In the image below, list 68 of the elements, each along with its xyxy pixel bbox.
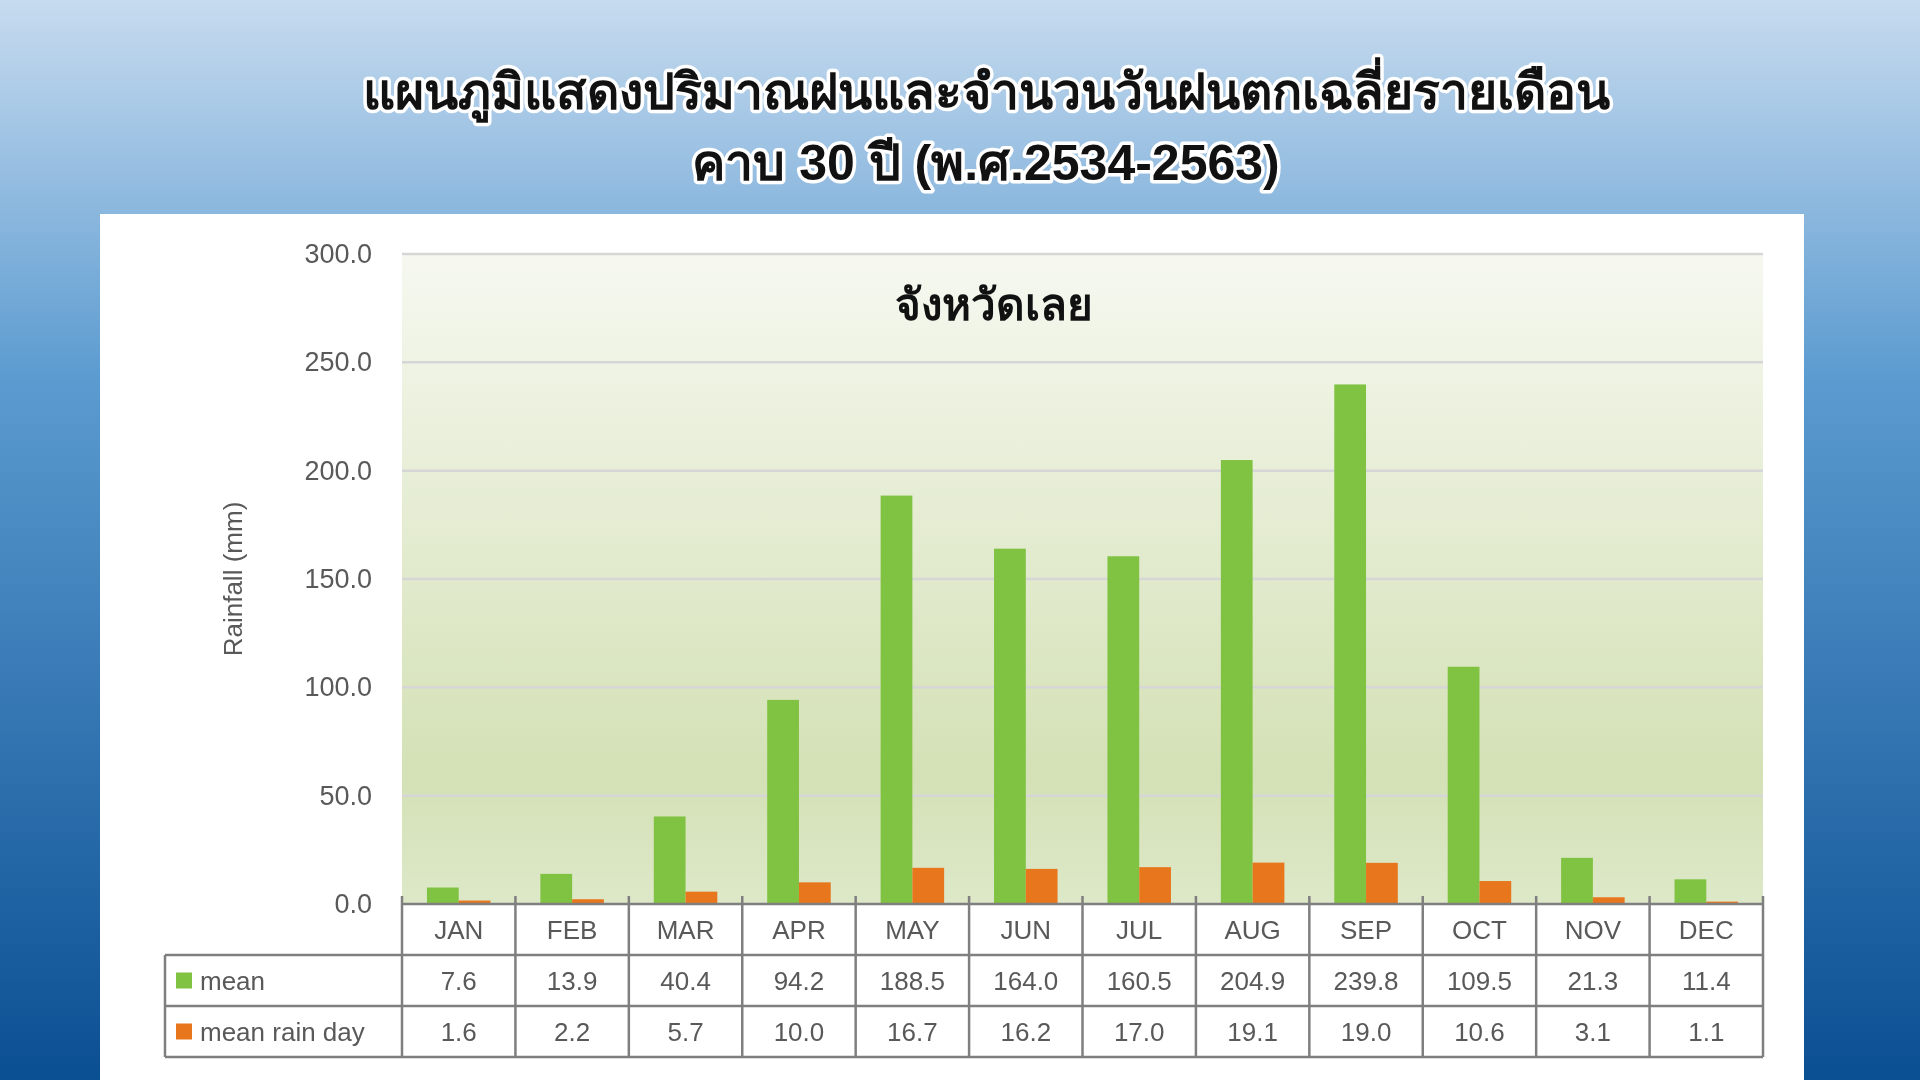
y-tick-label: 0.0 <box>334 889 372 919</box>
bar <box>880 495 913 904</box>
data-label: 40.4 <box>660 965 711 996</box>
bar <box>994 548 1026 904</box>
bar <box>1592 897 1625 904</box>
bar <box>767 699 799 904</box>
bar <box>1366 862 1398 904</box>
data-label: 239.8 <box>1333 965 1399 996</box>
data-label: 164.0 <box>993 965 1059 996</box>
y-tick-label: 150.0 <box>304 564 372 594</box>
y-tick-label: 300.0 <box>304 239 372 269</box>
bar <box>1561 857 1593 904</box>
x-tick-label: DEC <box>1678 914 1734 945</box>
data-label: 2.2 <box>554 1016 591 1047</box>
x-tick-label: JAN <box>434 914 484 945</box>
x-tick-label: APR <box>772 914 826 945</box>
legend-label: mean <box>200 965 266 996</box>
y-tick-label: 200.0 <box>304 455 372 486</box>
bar <box>1220 460 1253 904</box>
bar <box>1025 868 1058 904</box>
legend-label: mean rain day <box>200 1016 365 1047</box>
data-label: 19.0 <box>1340 1016 1392 1047</box>
data-label: 94.2 <box>773 965 825 996</box>
y-tick-label: 50.0 <box>319 780 372 811</box>
data-label: 1.6 <box>440 1016 477 1047</box>
x-tick-label: NOV <box>1564 914 1622 945</box>
bar <box>1252 862 1285 904</box>
bar <box>1447 666 1480 904</box>
bar <box>912 867 945 904</box>
x-tick-label: FEB <box>546 914 598 945</box>
data-label: 188.5 <box>879 965 945 996</box>
bar <box>798 882 831 904</box>
x-tick-label: MAR <box>656 914 715 945</box>
y-axis-title: Rainfall (mm) <box>218 501 248 657</box>
data-label: 11.4 <box>1681 965 1731 996</box>
y-tick-label: 100.0 <box>304 672 372 703</box>
data-label: 16.2 <box>1000 1016 1052 1047</box>
x-tick-label: OCT <box>1452 914 1508 945</box>
data-label: 21.3 <box>1567 965 1619 996</box>
text: จังหวัดเลย <box>895 279 1093 329</box>
data-label: 3.1 <box>1574 1016 1611 1047</box>
chart-title: แผนภูมิแสดงปริมาณฝนและจำนวนวันฝนตกเฉลี่ยรายเดือน คาบ 30 ปี (พ.ศ.2534-2563) <box>362 57 1610 191</box>
x-tick-label: SEP <box>1340 914 1393 945</box>
data-label: 7.6 <box>440 965 477 996</box>
data-label: 204.9 <box>1220 965 1286 996</box>
data-label: 10.0 <box>773 1016 825 1047</box>
data-label: 19.1 <box>1227 1016 1278 1047</box>
bar <box>1107 556 1140 904</box>
data-label: 10.6 <box>1454 1016 1505 1047</box>
bar <box>1139 867 1171 904</box>
bar <box>653 816 686 904</box>
bar <box>1479 881 1512 904</box>
bar <box>426 887 459 904</box>
data-label: 1.1 <box>1688 1016 1725 1047</box>
data-label: 16.7 <box>887 1016 938 1047</box>
data-label: 13.9 <box>546 965 598 996</box>
x-tick-label: MAY <box>885 914 940 945</box>
bar <box>540 873 573 904</box>
data-label: 109.5 <box>1446 965 1512 996</box>
data-label: 17.0 <box>1113 1016 1165 1047</box>
data-label: 5.7 <box>667 1016 704 1047</box>
x-tick-label: JUL <box>1116 914 1163 945</box>
x-tick-label: JUN <box>1000 914 1052 945</box>
bar <box>1674 879 1707 904</box>
y-tick-label: 250.0 <box>304 347 372 378</box>
x-tick-label: AUG <box>1224 914 1281 945</box>
bar <box>1334 384 1367 904</box>
data-label: 160.5 <box>1106 965 1172 996</box>
